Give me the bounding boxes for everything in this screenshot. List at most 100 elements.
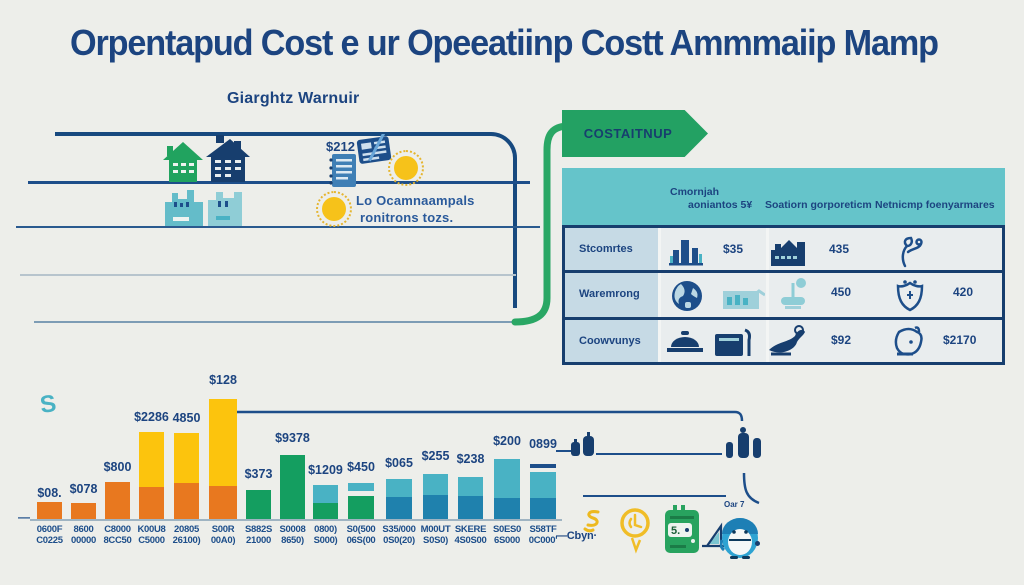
table-row: Waremrong 450 420: [565, 273, 1002, 315]
plant-icon: [901, 236, 923, 268]
bar: [494, 459, 520, 520]
price-label: $212: [326, 139, 355, 154]
annotation-line-1: [596, 453, 722, 455]
hook-curve: [742, 472, 760, 505]
table-value: 435: [829, 242, 850, 256]
bar-value-label: 0899: [529, 437, 557, 451]
money-squiggle-icon: [583, 510, 600, 533]
bar-segment: [174, 433, 199, 483]
bar-segment: [458, 496, 483, 520]
meter-icon: 5.: [665, 505, 699, 553]
bar-value-label: $238: [456, 452, 485, 466]
col3-header: Netnicmp foenyarmares: [875, 199, 995, 211]
table-row: Coowvunys $92 $2170: [565, 320, 1002, 362]
bar-value-label: $1209: [308, 463, 343, 477]
x-tick-label: S58TF 0C000': [528, 524, 558, 546]
dove-icon: [769, 325, 805, 356]
bar: [37, 502, 62, 520]
x-tick-label: 0600F C0225: [36, 524, 63, 546]
bar: [71, 503, 96, 520]
bar-segment: [423, 474, 448, 495]
bar-value-label: $450: [347, 460, 375, 474]
cost-banner: COSTAITNUP: [562, 110, 708, 157]
bar-segment: [530, 498, 556, 520]
bar: [386, 479, 412, 520]
x-tick-label: M00UT S0S0): [420, 524, 451, 546]
bar-value-label: $255: [421, 449, 450, 463]
bar-segment: [139, 432, 164, 487]
row-divider: [565, 270, 1002, 273]
table-value: 420: [953, 285, 974, 299]
bar: [105, 482, 130, 520]
bar: [423, 474, 448, 520]
table-value: $92: [831, 333, 852, 347]
sun-icon-2: [316, 191, 352, 227]
axis-prefix: —: [18, 510, 30, 524]
bar-value-label: $128: [209, 373, 237, 387]
bar: [139, 432, 164, 520]
row-label: Waremrong: [579, 288, 640, 300]
table-value: $35: [723, 242, 744, 256]
sun-icon: [388, 150, 424, 186]
left-panel-border: [55, 132, 517, 308]
bar-segment: [530, 472, 556, 498]
x-tick-label: S0008 8650): [279, 524, 306, 546]
hook-label: Oar 7: [724, 500, 745, 509]
table-value: 450: [831, 285, 852, 299]
panel-divider-4: [34, 321, 516, 323]
panel-caption-line1: Lo Ocamnaampals: [356, 193, 475, 208]
x-axis-line: [30, 519, 562, 521]
svg-text:5.: 5.: [671, 525, 680, 537]
x-tick-label: S00R 00A0): [210, 524, 236, 546]
table-row: Stcomrtes $35 435: [565, 228, 1002, 270]
connector-line: [237, 410, 744, 422]
bar-segment: [139, 487, 164, 520]
page-subtitle: Giarghtz Warnuir: [227, 90, 360, 107]
x-tick-label: 8600 00000: [71, 524, 96, 546]
light-building-icon: [208, 190, 242, 231]
bar-segment: [280, 455, 305, 520]
city-icon: [669, 240, 703, 266]
dot-mark: [755, 541, 760, 546]
x-tick-label: K00U8 C5000: [137, 524, 166, 546]
factory-icon: [771, 240, 805, 266]
bar: [348, 483, 374, 520]
bar-segment: [174, 483, 199, 520]
calculator-icon: [354, 129, 396, 173]
x-tick-label: C8000 8CC50: [103, 524, 132, 546]
bar-segment: [348, 483, 374, 491]
banner-label: COSTAITNUP: [583, 126, 673, 141]
panel-divider-2: [16, 226, 540, 228]
panel-caption-line2: ronitrons tozs.: [360, 210, 454, 225]
x-tick-label: S0(500 06S(00: [346, 524, 376, 546]
bar-value-label: 4850: [172, 411, 201, 425]
document-icon: [328, 154, 356, 192]
bar-value-label: $078: [69, 482, 98, 496]
chart-logo-icon: S: [16, 388, 64, 425]
bar: [280, 455, 305, 520]
x-tick-label: SKERE 4S0S00: [454, 524, 487, 546]
axis-suffix: —Cbyn·: [556, 530, 597, 542]
navy-house-icon: [206, 135, 250, 189]
dog-icon: [894, 326, 923, 356]
table-value: $2170: [943, 333, 977, 347]
bar-value-label: $065: [385, 456, 413, 470]
green-pipe-connector: [511, 122, 573, 326]
bar-segment: [494, 498, 520, 520]
bar-value-label: $9378: [275, 431, 310, 445]
bar-segment: [209, 399, 237, 486]
x-tick-label: 0800) S000): [313, 524, 338, 546]
annotation-line-2: [583, 495, 726, 497]
col2-header: Soatiorn gorporeticm: [765, 199, 872, 211]
bar-segment: [386, 479, 412, 497]
bar-segment: [246, 490, 271, 520]
bar-segment: [494, 459, 520, 498]
person-flag-icon: [781, 278, 806, 309]
green-house-icon: [163, 140, 203, 189]
col1-header-line2: aoniantos 5¥: [688, 199, 753, 211]
chart-growth-icon: [723, 289, 765, 309]
bar: [313, 485, 338, 520]
table-label-column: [565, 228, 658, 362]
bar: [530, 464, 556, 520]
bar-segment: [530, 464, 556, 468]
